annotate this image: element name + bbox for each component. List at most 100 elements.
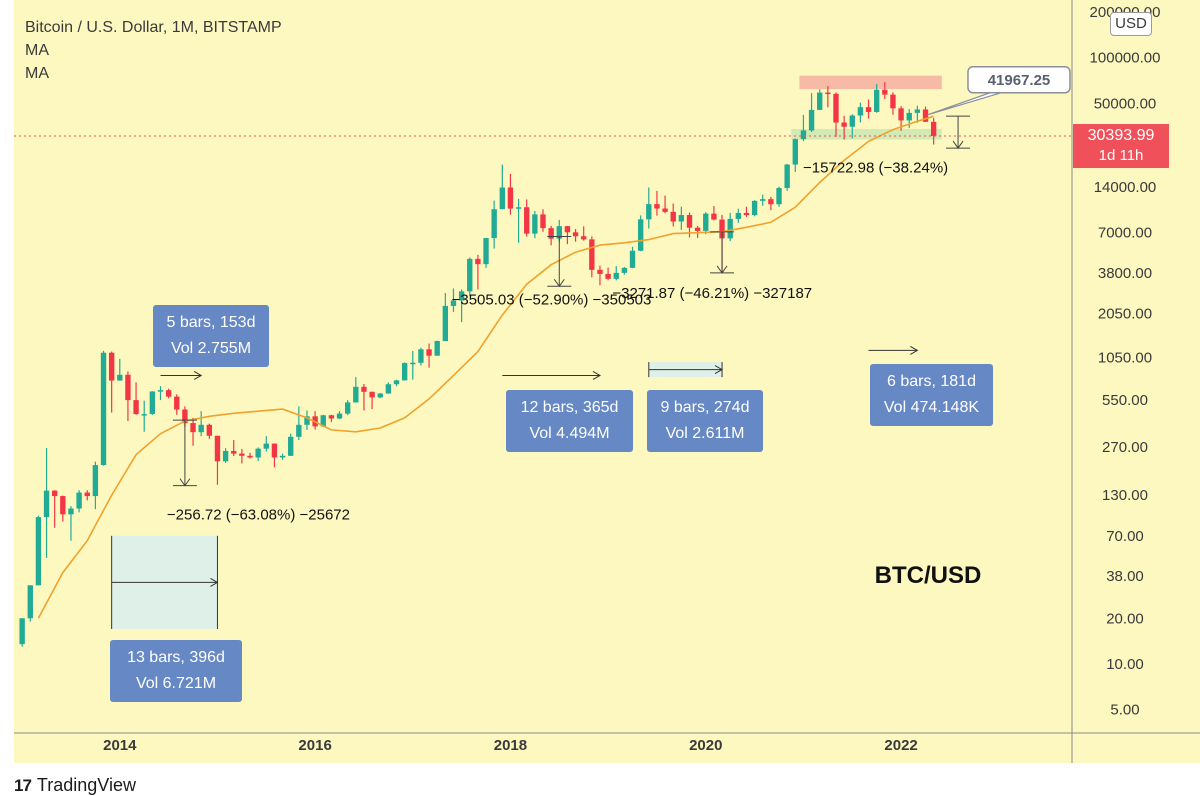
candle-body-14 [133,400,139,415]
price-tick-label-12: 38.00 [1106,568,1144,585]
candle-body-28 [247,455,253,458]
candle-body-90 [751,200,758,216]
candle-body-17 [157,390,164,392]
date-range-volume: Vol 2.611M [665,425,745,442]
candle-body-88 [735,212,742,219]
ma-indicator-2[interactable]: MA [25,65,49,82]
candle-body-27 [239,453,245,456]
price-axis-background [1072,0,1200,733]
date-range-info-box-1: 5 bars, 153d Vol 2.755M [153,305,269,367]
date-range-info-box-2: 12 bars, 365d Vol 4.494M [506,390,633,452]
drawdown-label-2: −3271.87 (−46.21%) −327187 [612,285,812,302]
ma-indicator-1[interactable]: MA [25,42,49,59]
candle-body-26 [231,450,237,454]
candle-body-34 [296,424,302,437]
candle-body-20 [182,409,188,424]
candle-body-76 [637,219,644,251]
candle-body-35 [304,416,310,425]
date-range-bars: 5 bars, 153d [166,314,256,331]
candle-body-42 [361,386,367,392]
price-zones [791,75,942,140]
candle-body-15 [141,414,147,416]
date-range-arrow-1-head [193,371,203,380]
last-price-value: 30393.99 [1088,127,1155,144]
candle-body-65 [548,228,554,239]
drawdown-label-0: −256.72 (−63.08%) −25672 [167,506,350,523]
candle-body-24 [214,435,221,462]
time-axis[interactable]: 2014 2016 2018 2020 2022 [103,737,918,754]
candle-body-39 [336,413,343,419]
candle-body-83 [694,227,701,231]
date-range-bars: 6 bars, 181d [887,373,976,390]
symbol-watermark: BTC/USD [875,562,982,589]
last-price-countdown: 1d 11h [1099,147,1144,164]
candle-body-31 [271,443,278,458]
candle-body-92 [768,199,774,205]
symbol-title[interactable]: Bitcoin / U.S. Dollar, 1M, BITSTAMP [25,19,282,36]
date-ranges [111,345,919,629]
candle-body-60 [507,187,514,209]
callout-value: 41967.25 [988,72,1051,89]
candle-body-100 [833,93,839,123]
candle-body-69 [581,236,587,240]
candle-body-78 [654,204,660,209]
candle-body-98 [817,92,823,110]
drawdown-label-3: −15722.98 (−38.24%) [803,159,948,176]
price-tick-label-6: 2050.00 [1098,306,1152,323]
currency-unit-button[interactable]: USD [1110,12,1152,36]
candle-body-3 [43,490,50,518]
candle-body-93 [776,187,782,205]
date-range-arrow-2-head [592,371,601,380]
candle-body-59 [499,187,505,210]
candle-body-0 [19,618,25,645]
candle-body-106 [882,89,888,95]
candle-body-18 [165,390,172,397]
candle-body-77 [646,204,652,220]
candle-body-55 [467,258,473,292]
candle-body-13 [125,374,131,401]
candle-body-29 [255,448,261,458]
candle-body-43 [369,391,375,398]
brand-name: TradingView [36,775,136,795]
candle-body-9 [92,465,99,497]
price-callout: 41967.25 [927,66,1071,116]
candle-body-87 [727,218,733,239]
date-range-info-box-3: 9 bars, 274d Vol 2.611M [647,390,763,452]
candle-body-52 [442,305,449,342]
time-tick-label-0: 2014 [103,737,137,754]
price-tick-label-14: 10.00 [1106,656,1144,673]
date-range-bars: 9 bars, 274d [660,399,750,416]
candle-body-1 [27,585,33,619]
candle-body-82 [686,215,693,228]
time-axis-background [14,733,1200,763]
candle-body-49 [418,349,424,363]
candle-body-16 [149,391,156,415]
candle-body-84 [703,213,709,231]
candle-body-75 [629,250,636,268]
candle-body-32 [279,455,286,458]
candle-body-30 [263,443,269,449]
price-tick-label-7: 1050.00 [1098,350,1152,367]
candle-body-48 [410,362,416,365]
candle-body-91 [760,199,766,201]
candle-body-73 [613,272,619,279]
candle-body-71 [597,269,603,274]
candle-body-21 [190,423,196,433]
candle-body-19 [174,396,180,410]
candle-body-12 [117,374,123,381]
candle-body-97 [808,109,815,131]
time-tick-label-3: 2020 [689,737,722,754]
date-range-arrow-3-head [714,365,724,375]
candle-body-109 [906,112,912,121]
date-range-info-box-0: 13 bars, 396d Vol 6.721M [110,640,242,702]
price-tick-label-13: 20.00 [1106,610,1144,627]
date-range-arrow-0-head [210,577,219,587]
candle-body-61 [515,207,522,209]
candle-body-86 [719,219,725,239]
candle-body-64 [540,214,546,229]
price-tick-label-11: 70.00 [1106,528,1144,545]
chart-legend: Bitcoin / U.S. Dollar, 1M, BITSTAMP MA M… [25,16,282,85]
candle-body-66 [556,226,562,239]
drawdown-label-1: −3505.03 (−52.90%) −350503 [452,292,652,309]
footer-branding: 17 TradingView [14,775,136,796]
